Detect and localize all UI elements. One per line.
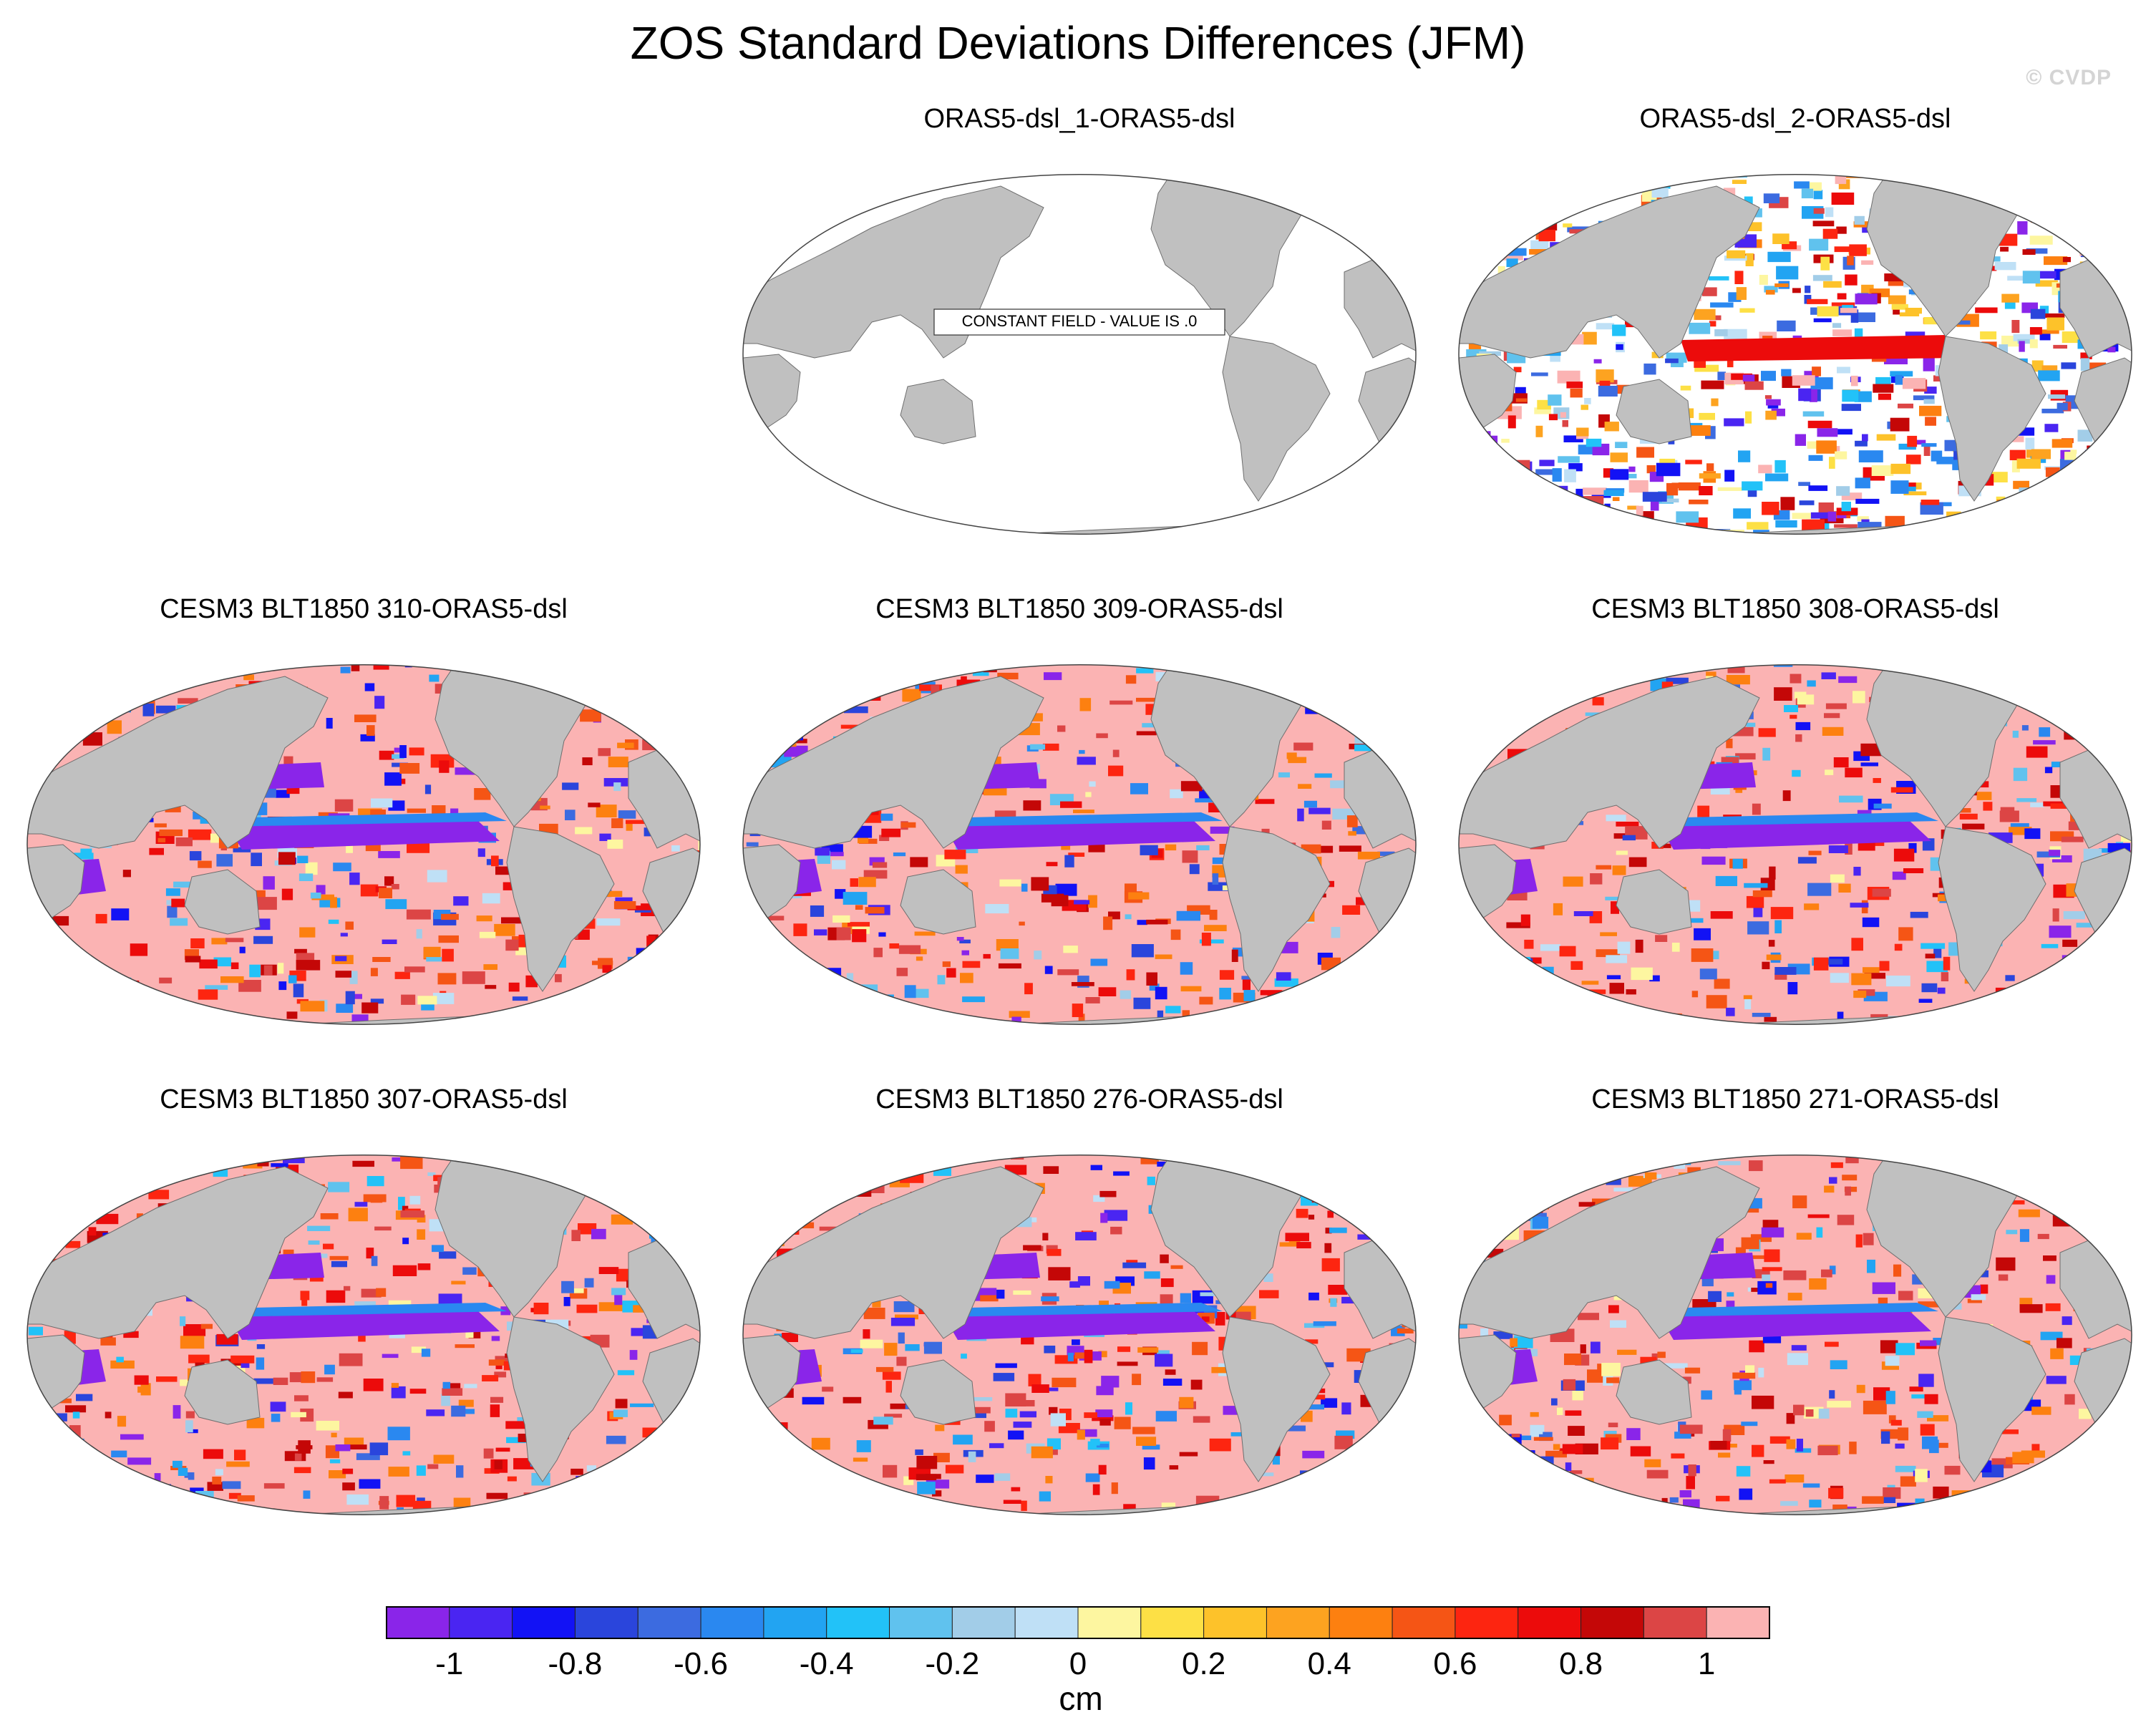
colorbar-swatch (386, 1606, 450, 1639)
colorbar-swatch (512, 1606, 576, 1639)
map-oras5-dsl-1: CONSTANT FIELD - VALUE IS .0 (742, 174, 1417, 535)
map-cesm3-271 (1458, 1155, 2132, 1515)
panel-title-cesm3-308: CESM3 BLT1850 308-ORAS5-dsl (1591, 594, 1999, 624)
colorbar-unit-label: cm (1059, 1680, 1103, 1717)
colorbar-tick: 0.6 (1433, 1646, 1477, 1681)
map-cesm3-308 (1458, 664, 2132, 1025)
colorbar-swatch (1580, 1606, 1644, 1639)
panel-title-cesm3-310: CESM3 BLT1850 310-ORAS5-dsl (160, 594, 568, 624)
colorbar-swatch (1140, 1606, 1205, 1639)
figure-title: ZOS Standard Deviations Differences (JFM… (630, 17, 1526, 69)
panel-title-cesm3-271: CESM3 BLT1850 271-ORAS5-dsl (1591, 1084, 1999, 1114)
colorbar-swatch (826, 1606, 890, 1639)
colorbar-swatch (763, 1606, 827, 1639)
colorbar-swatch (1266, 1606, 1330, 1639)
panel-title-oras5-dsl-2: ORAS5-dsl_2-ORAS5-dsl (1639, 104, 1951, 134)
map-oras5-dsl-2 (1458, 174, 2132, 535)
colorbar-swatch (574, 1606, 638, 1639)
panel-title-cesm3-309: CESM3 BLT1850 309-ORAS5-dsl (875, 594, 1283, 624)
colorbar-swatch (1329, 1606, 1393, 1639)
colorbar-tick: 0 (1069, 1646, 1087, 1681)
colorbar-swatch (449, 1606, 513, 1639)
colorbar-swatch (1203, 1606, 1267, 1639)
constant-field-label: CONSTANT FIELD - VALUE IS .0 (933, 308, 1225, 336)
colorbar-swatch (1643, 1606, 1707, 1639)
colorbar-tick: 0.2 (1182, 1646, 1226, 1681)
colorbar-tick: -0.4 (799, 1646, 854, 1681)
constant-field-text: CONSTANT FIELD - VALUE IS .0 (962, 312, 1198, 330)
cvdp-watermark: © CVDP (2026, 66, 2112, 89)
map-cesm3-310 (26, 664, 701, 1025)
panel-title-oras5-dsl-1: ORAS5-dsl_1-ORAS5-dsl (923, 104, 1235, 134)
colorbar-tick: -0.2 (925, 1646, 980, 1681)
colorbar-swatch (951, 1606, 1016, 1639)
colorbar-swatch (889, 1606, 953, 1639)
map-cesm3-307 (26, 1155, 701, 1515)
colorbar-tick: -0.6 (674, 1646, 728, 1681)
colorbar-tick: 0.8 (1558, 1646, 1603, 1681)
colorbar-swatch (1014, 1606, 1079, 1639)
colorbar-swatch (1392, 1606, 1456, 1639)
map-cesm3-276 (742, 1155, 1417, 1515)
colorbar-swatch (1518, 1606, 1582, 1639)
colorbar-tick: 1 (1697, 1646, 1716, 1681)
colorbar-tick: -0.8 (548, 1646, 603, 1681)
colorbar-swatch (1706, 1606, 1770, 1639)
colorbar-swatch (1455, 1606, 1519, 1639)
panel-title-cesm3-276: CESM3 BLT1850 276-ORAS5-dsl (875, 1084, 1283, 1114)
colorbar-tick: 0.4 (1307, 1646, 1351, 1681)
colorbar-tick: -1 (435, 1646, 464, 1681)
panel-title-cesm3-307: CESM3 BLT1850 307-ORAS5-dsl (160, 1084, 568, 1114)
colorbar-swatch (1077, 1606, 1142, 1639)
colorbar-swatch (637, 1606, 701, 1639)
map-cesm3-309 (742, 664, 1417, 1025)
colorbar-swatch (700, 1606, 764, 1639)
